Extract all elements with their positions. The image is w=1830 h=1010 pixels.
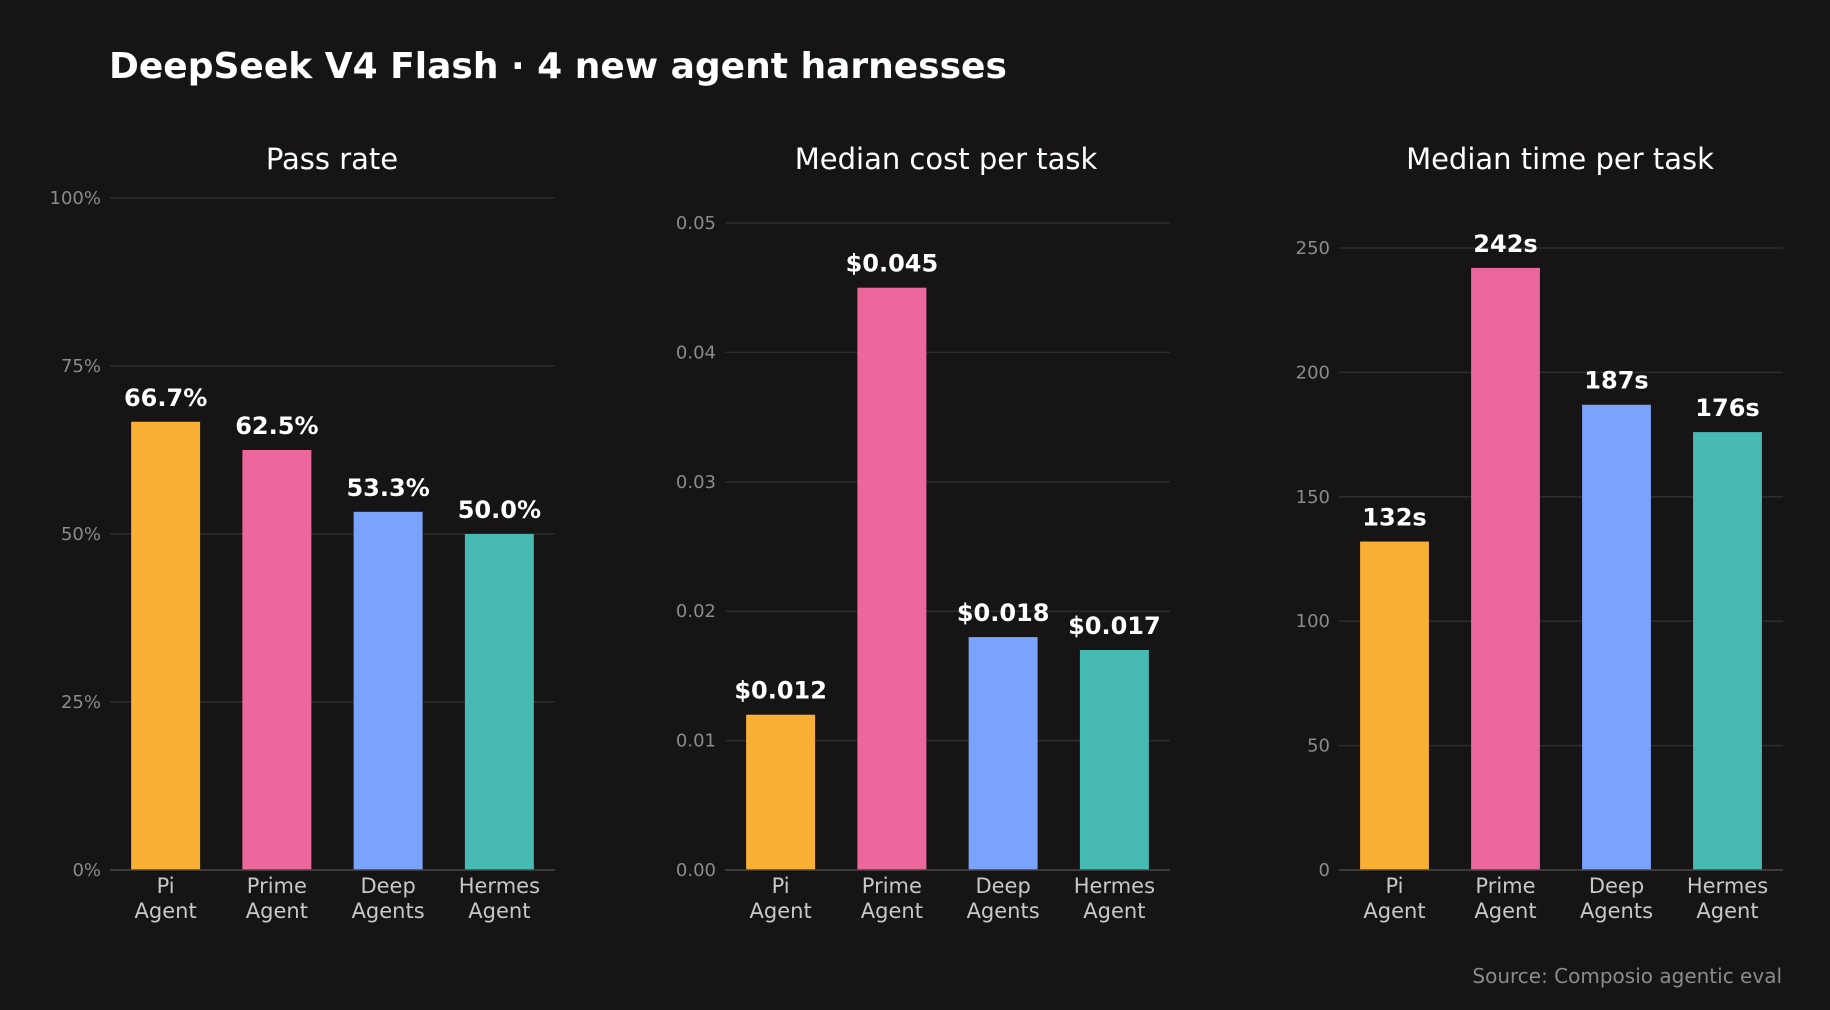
median-time-ytick-label: 250 (1296, 238, 1330, 259)
median-cost-category-label-hermes-agent: Hermes Agent (1074, 874, 1155, 923)
pass-rate-value-label-pi-agent: 66.7% (124, 384, 207, 412)
median-cost-bar-prime-agent (857, 287, 927, 870)
median-time-ytick-label: 100 (1296, 611, 1330, 632)
chart-median-time: Median time per task 0 50 100 150 200 250 132s P… (1296, 142, 1783, 923)
median-cost-bar-pi-agent (746, 714, 816, 870)
median-cost-value-label-pi-agent: $0.012 (734, 677, 827, 705)
median-time-ytick-label: 150 (1296, 487, 1330, 508)
pass-rate-ytick-label: 25% (61, 692, 101, 713)
figure-title: DeepSeek V4 Flash · 4 new agent harnesse… (109, 46, 1007, 87)
pass-rate-ytick-label: 75% (61, 356, 101, 377)
median-time-ytick-label: 200 (1296, 362, 1330, 383)
median-time-bar-deep-agents (1582, 404, 1651, 870)
pass-rate-category-label-hermes-agent: Hermes Agent (459, 874, 540, 923)
median-time-value-label-prime-agent: 242s (1473, 230, 1537, 258)
median-time-bar-prime-agent (1471, 267, 1540, 870)
median-cost-ytick-label: 0.02 (676, 601, 716, 622)
median-time-title: Median time per task (1406, 142, 1714, 176)
median-time-value-label-hermes-agent: 176s (1695, 394, 1759, 422)
median-cost-value-label-prime-agent: $0.045 (846, 250, 939, 278)
median-cost-bar-hermes-agent (1079, 650, 1149, 870)
chart-pass-rate: Pass rate 0% 25% 50% 75% 100% 66.7% Pi Agent 62.5… (50, 142, 555, 923)
median-time-ytick-label: 50 (1307, 736, 1330, 757)
pass-rate-ytick-label: 0% (72, 860, 101, 881)
pass-rate-category-label-pi-agent: Pi Agent (135, 874, 197, 923)
pass-rate-bar-deep-agents (353, 511, 423, 870)
median-cost-value-label-deep-agents: $0.018 (957, 599, 1050, 627)
median-cost-category-label-pi-agent: Pi Agent (750, 874, 812, 923)
median-cost-ytick-label: 0.00 (676, 860, 716, 881)
pass-rate-bar-hermes-agent (464, 534, 534, 870)
median-cost-ytick-label: 0.05 (676, 213, 716, 234)
median-time-bar-pi-agent (1360, 541, 1429, 870)
median-cost-title: Median cost per task (795, 142, 1098, 176)
median-cost-bar-deep-agents (968, 637, 1038, 870)
median-time-category-label-deep-agents: Deep Agents (1580, 874, 1653, 923)
pass-rate-category-label-deep-agents: Deep Agents (352, 874, 425, 923)
pass-rate-title: Pass rate (266, 142, 398, 176)
pass-rate-ytick-label: 100% (50, 188, 101, 209)
pass-rate-bar-pi-agent (131, 421, 201, 870)
median-time-category-label-prime-agent: Prime Agent (1474, 874, 1536, 923)
median-time-category-label-hermes-agent: Hermes Agent (1687, 874, 1768, 923)
median-time-bar-hermes-agent (1693, 432, 1762, 870)
pass-rate-category-label-prime-agent: Prime Agent (246, 874, 308, 923)
median-time-value-label-deep-agents: 187s (1584, 367, 1648, 395)
pass-rate-value-label-prime-agent: 62.5% (235, 412, 318, 440)
median-time-ytick-label: 0 (1319, 860, 1330, 881)
chart-median-cost: Median cost per task 0.00 0.01 0.02 0.03 0.04… (676, 142, 1170, 923)
median-cost-ytick-label: 0.01 (676, 731, 716, 752)
pass-rate-ytick-label: 50% (61, 524, 101, 545)
median-time-value-label-pi-agent: 132s (1362, 504, 1426, 532)
median-cost-value-label-hermes-agent: $0.017 (1068, 612, 1161, 640)
pass-rate-value-label-deep-agents: 53.3% (346, 474, 429, 502)
median-time-category-label-pi-agent: Pi Agent (1363, 874, 1425, 923)
median-cost-ytick-label: 0.04 (676, 342, 716, 363)
source-note: Source: Composio agentic eval (1472, 964, 1782, 988)
pass-rate-value-label-hermes-agent: 50.0% (458, 496, 541, 524)
median-cost-ytick-label: 0.03 (676, 472, 716, 493)
median-cost-category-label-prime-agent: Prime Agent (861, 874, 923, 923)
pass-rate-bar-prime-agent (242, 450, 312, 870)
median-cost-category-label-deep-agents: Deep Agents (967, 874, 1040, 923)
